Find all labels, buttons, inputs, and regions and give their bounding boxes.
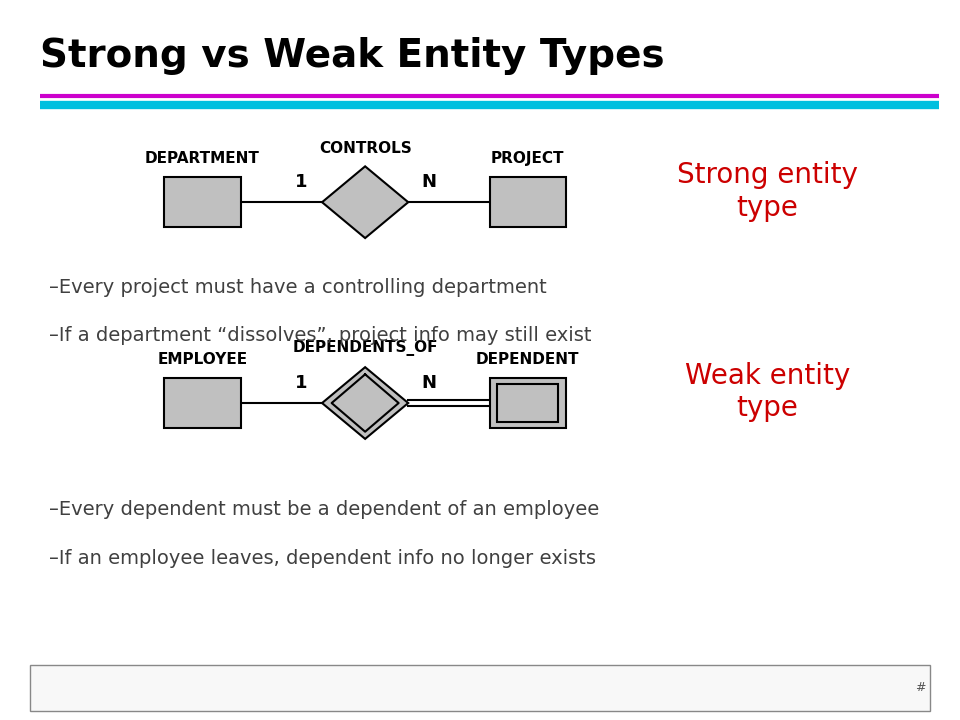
Text: –If a department “dissolves”, project info may still exist: –If a department “dissolves”, project in… (49, 326, 591, 346)
FancyBboxPatch shape (164, 177, 241, 228)
Text: 1: 1 (295, 374, 307, 392)
Text: N: N (421, 173, 437, 191)
Text: –Every project must have a controlling department: –Every project must have a controlling d… (49, 277, 547, 297)
Polygon shape (322, 367, 408, 439)
FancyBboxPatch shape (490, 177, 566, 228)
FancyBboxPatch shape (490, 378, 566, 428)
Text: Strong entity
type: Strong entity type (677, 161, 857, 222)
Text: –If an employee leaves, dependent info no longer exists: –If an employee leaves, dependent info n… (49, 549, 596, 567)
Text: DEPARTMENT: DEPARTMENT (145, 151, 260, 166)
Text: EMPLOYEE: EMPLOYEE (157, 352, 248, 367)
Text: Weak entity
type: Weak entity type (684, 362, 850, 423)
Text: #: # (915, 681, 925, 694)
Text: PROJECT: PROJECT (492, 151, 564, 166)
Text: DEPENDENT: DEPENDENT (476, 352, 580, 367)
Text: N: N (421, 374, 437, 392)
Text: 1: 1 (295, 173, 307, 191)
Bar (30, 665, 930, 711)
Text: –Every dependent must be a dependent of an employee: –Every dependent must be a dependent of … (49, 500, 599, 519)
Text: Strong vs Weak Entity Types: Strong vs Weak Entity Types (39, 37, 664, 76)
FancyBboxPatch shape (164, 378, 241, 428)
Text: CONTROLS: CONTROLS (319, 140, 412, 156)
Text: DEPENDENTS_OF: DEPENDENTS_OF (293, 341, 438, 356)
Polygon shape (322, 166, 408, 238)
